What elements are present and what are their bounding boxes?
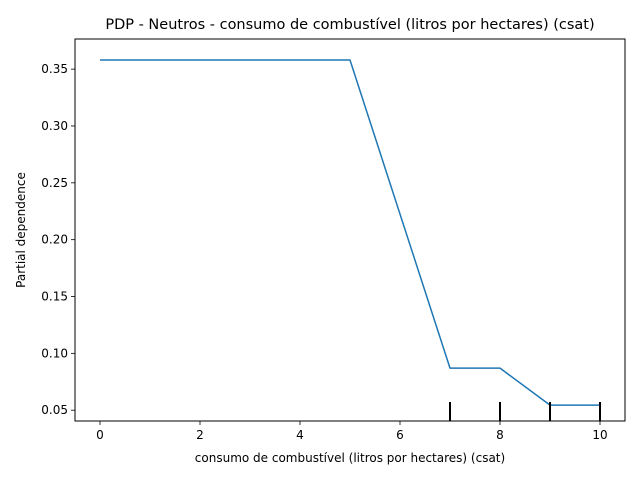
- plot-frame: [74, 38, 626, 422]
- x-tick-label-5: 10: [592, 428, 607, 442]
- x-tick-label-2: 4: [296, 428, 304, 442]
- y-axis-label: Partial dependence: [14, 172, 28, 288]
- y-tick-label-5: 0.30: [41, 119, 68, 133]
- y-tick-label-2: 0.15: [41, 290, 68, 304]
- x-axis-label: consumo de combustível (litros por hecta…: [195, 451, 505, 465]
- series-line-0: [100, 59, 600, 406]
- y-axis: 0.05 0.10 0.15 0.20 0.25 0.30 0.35: [41, 62, 75, 417]
- y-tick-label-1: 0.10: [41, 346, 68, 360]
- x-tick-label-0: 0: [96, 428, 104, 442]
- y-tick-label-3: 0.20: [41, 233, 68, 247]
- y-tick-label-4: 0.25: [41, 176, 68, 190]
- plot-area: [100, 59, 601, 421]
- y-tick-label-0: 0.05: [41, 403, 68, 417]
- x-tick-label-4: 8: [496, 428, 504, 442]
- y-tick-label-6: 0.35: [41, 62, 68, 76]
- x-tick-label-3: 6: [396, 428, 404, 442]
- chart-title: PDP - Neutros - consumo de combustível (…: [105, 17, 594, 33]
- x-axis: 0 2 4 6 8 10: [96, 421, 608, 442]
- x-tick-label-1: 2: [196, 428, 204, 442]
